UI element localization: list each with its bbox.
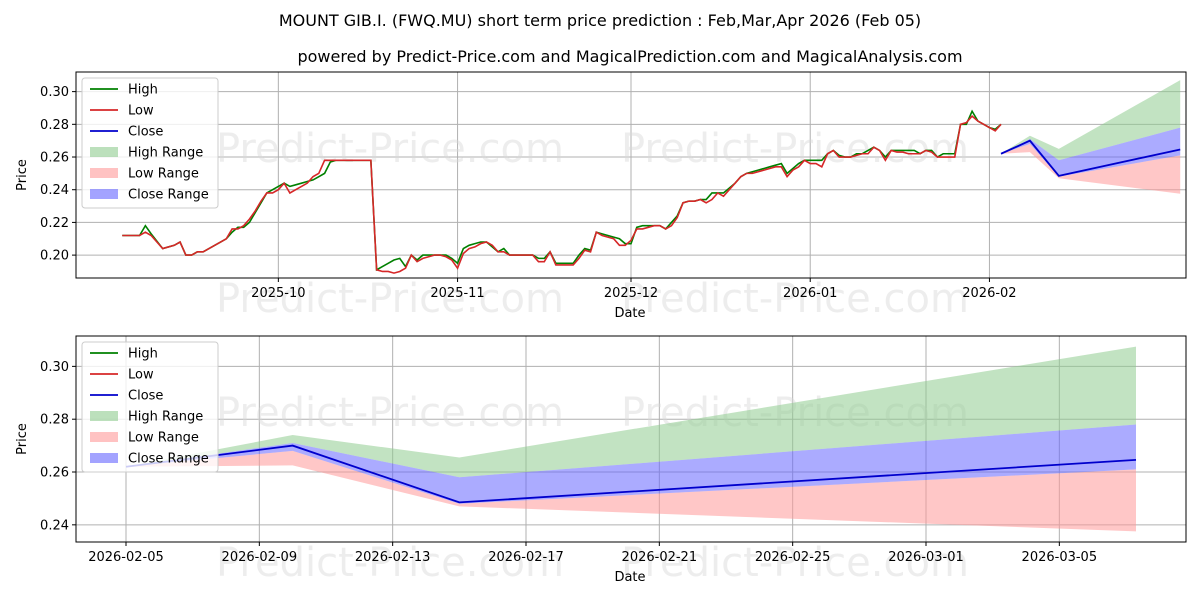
high-range-band	[1001, 80, 1181, 161]
x-tick-label: 2026-03-05	[1022, 550, 1098, 565]
x-tick-label: 2026-03-01	[888, 550, 964, 565]
watermark-text: Predict-Price.com	[621, 126, 969, 172]
x-tick-label: 2026-02-09	[222, 550, 298, 565]
legend-label-low_range: Low Range	[128, 167, 199, 182]
chart-title: MOUNT GIB.I. (FWQ.MU) short term price p…	[279, 11, 921, 30]
legend-label-close_range: Close Range	[128, 188, 209, 203]
y-tick-label: 0.24	[40, 518, 69, 533]
chart-subtitle: powered by Predict-Price.com and Magical…	[297, 47, 962, 66]
legend-swatch-low_range	[90, 168, 118, 178]
watermark-text: Predict-Price.com	[216, 276, 564, 322]
low-range-band	[126, 450, 1136, 532]
legend-label-close: Close	[128, 389, 163, 404]
legend-label-low: Low	[128, 104, 154, 119]
close-series-line	[1000, 139, 1181, 177]
legend-swatch-close_range	[90, 189, 118, 199]
y-tick-label: 0.20	[40, 249, 69, 264]
x-tick-label: 2026-02-21	[622, 550, 698, 565]
close-range-band	[1001, 127, 1181, 177]
low-range-band	[1001, 143, 1181, 194]
legend-swatch-low_range	[90, 432, 118, 442]
x-tick-label: 2026-02-05	[88, 550, 164, 565]
low-series-line	[122, 115, 1002, 274]
legend-label-close: Close	[128, 125, 163, 140]
y-tick-label: 0.26	[40, 151, 69, 166]
x-tick-label: 2025-12	[604, 286, 658, 301]
x-axis-label: Date	[614, 570, 645, 585]
legend-label-low_range: Low Range	[128, 431, 199, 446]
x-axis-label: Date	[614, 306, 645, 321]
top-panel: Predict-Price.com Predict-Price.com Predic…	[15, 71, 1187, 322]
legend-swatch-close_range	[90, 453, 118, 463]
legend-label-close_range: Close Range	[128, 452, 209, 467]
y-tick-label: 0.30	[40, 360, 69, 375]
watermark-text: Predict-Price.com	[621, 276, 969, 322]
x-tick-label: 2026-01	[783, 286, 837, 301]
close-range-band	[126, 424, 1136, 504]
legend-label-low: Low	[128, 368, 154, 383]
y-tick-label: 0.28	[40, 413, 69, 428]
y-tick-label: 0.22	[40, 216, 69, 231]
watermark-text: Predict-Price.com	[216, 540, 564, 586]
y-tick-label: 0.24	[40, 183, 69, 198]
x-tick-label: 2026-02-25	[755, 550, 831, 565]
plot-frame	[75, 335, 1187, 543]
high-series-line	[122, 109, 1002, 272]
x-tick-label: 2026-02-17	[488, 550, 564, 565]
x-tick-label: 2025-11	[430, 286, 484, 301]
legend-label-high_range: High Range	[128, 146, 203, 161]
legend-label-high: High	[128, 347, 158, 362]
y-axis-label: Price	[15, 423, 30, 455]
y-tick-label: 0.28	[40, 118, 69, 133]
watermark-text: Predict-Price.com	[621, 540, 969, 586]
high-range-band	[126, 346, 1136, 478]
watermark-text: Predict-Price.com	[216, 126, 564, 172]
legend-label-high: High	[128, 83, 158, 98]
legend-swatch-high_range	[90, 147, 118, 157]
x-tick-label: 2026-02-13	[355, 550, 431, 565]
bottom-panel: Predict-Price.com Predict-Price.com Predic…	[15, 335, 1187, 586]
y-axis-label: Price	[15, 159, 30, 191]
legend-swatch-high_range	[90, 411, 118, 421]
x-tick-label: 2025-10	[251, 286, 305, 301]
y-tick-label: 0.26	[40, 466, 69, 481]
watermark-text: Predict-Price.com	[216, 390, 564, 436]
x-tick-label: 2026-02	[962, 286, 1016, 301]
y-tick-label: 0.30	[40, 85, 69, 100]
legend-label-high_range: High Range	[128, 410, 203, 425]
